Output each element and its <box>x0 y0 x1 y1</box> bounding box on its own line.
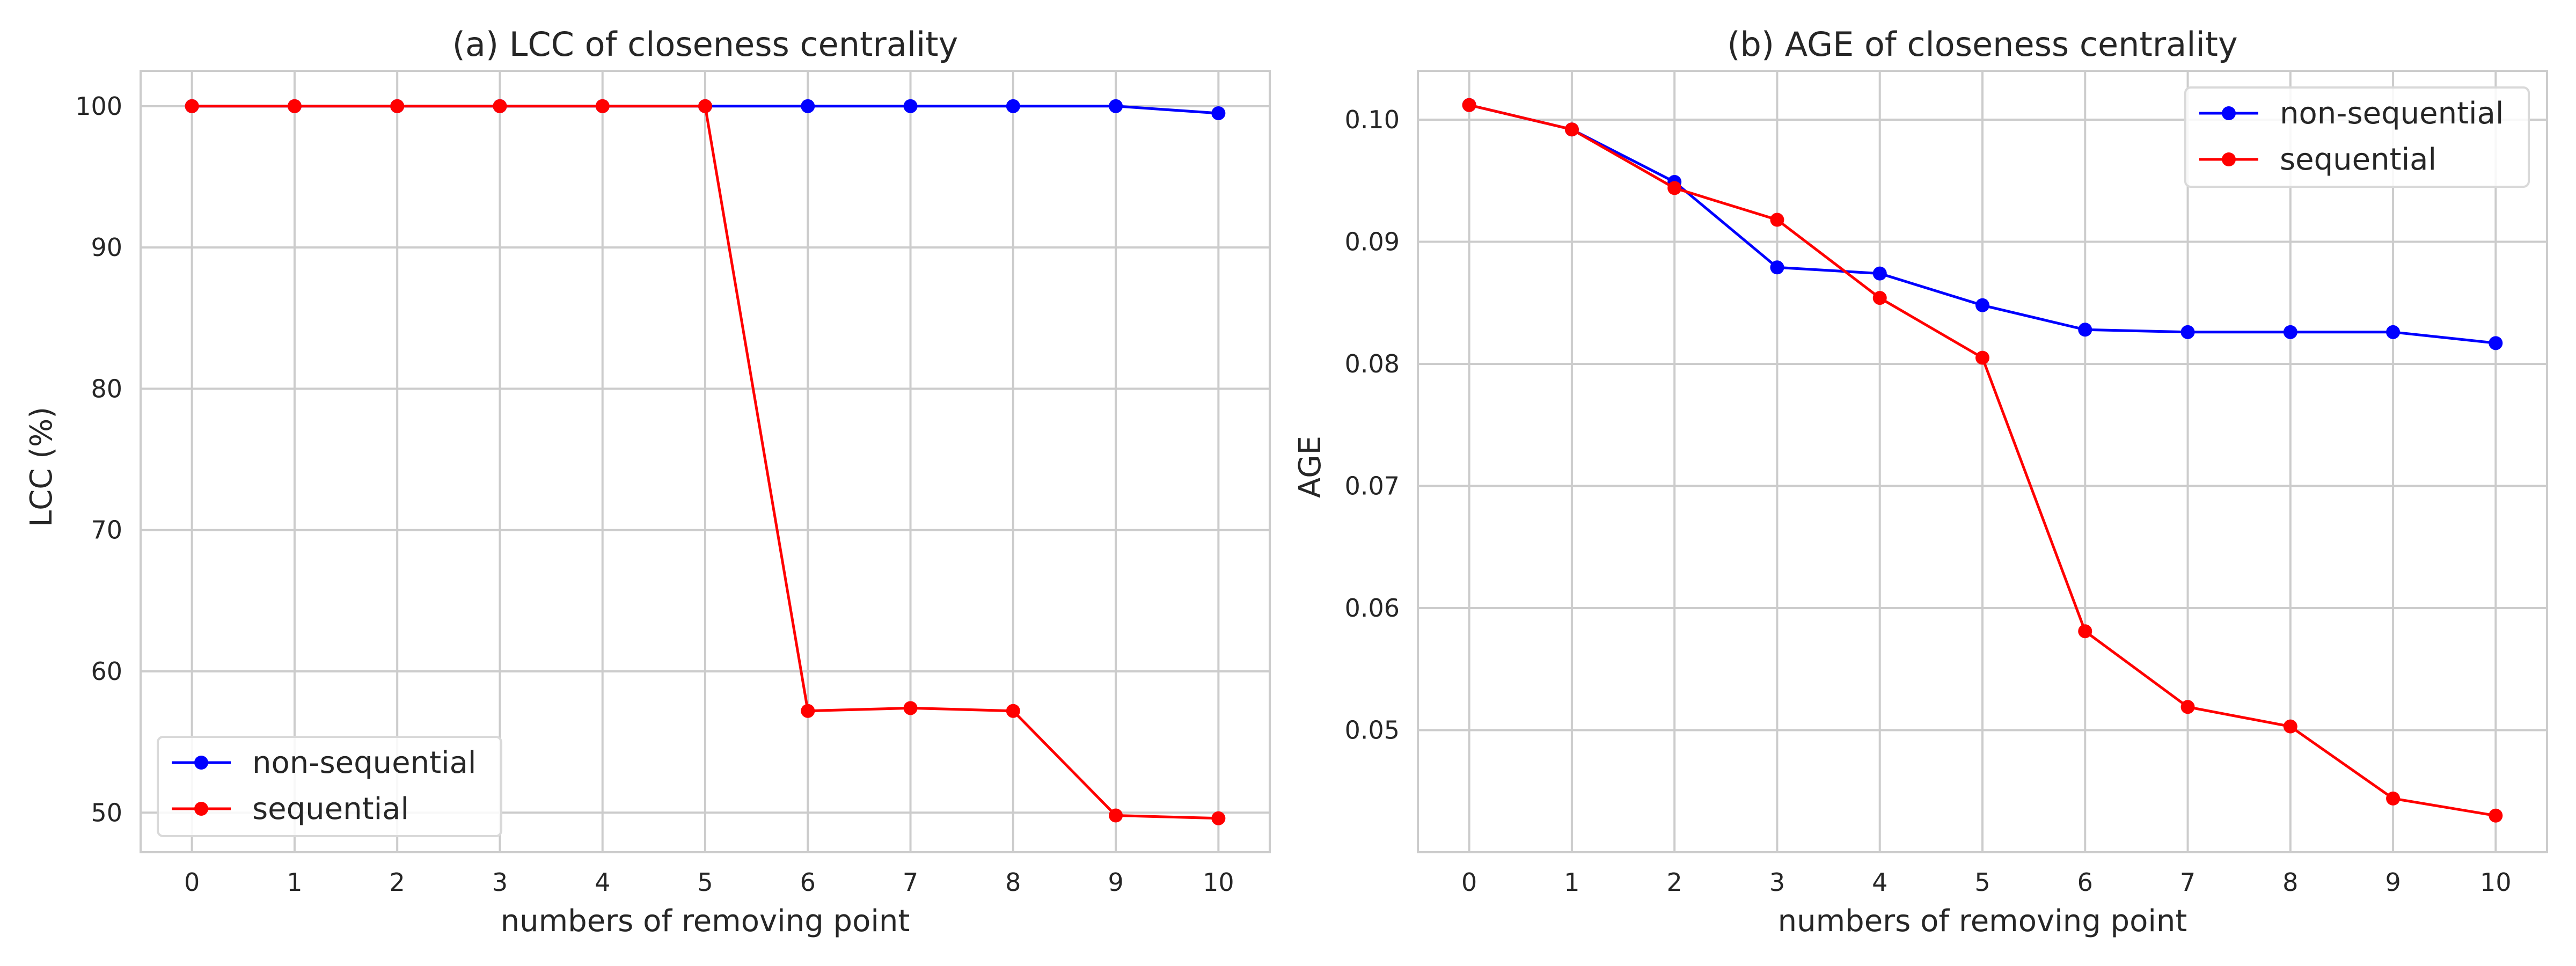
data-point <box>390 99 405 113</box>
x-tick-label: 5 <box>1974 868 1990 897</box>
data-point <box>2180 700 2195 714</box>
plot-frame-lcc <box>140 70 1271 853</box>
x-tick-label: 3 <box>492 868 508 897</box>
legend-label: non-sequential <box>252 745 476 780</box>
x-tick-label: 1 <box>287 868 302 897</box>
y-tick-label: 60 <box>91 657 122 686</box>
data-point <box>1975 350 1989 365</box>
data-point <box>1109 808 1123 823</box>
data-point <box>2180 325 2195 339</box>
x-tick-label: 5 <box>697 868 713 897</box>
x-tick-label: 4 <box>1872 868 1887 897</box>
y-tick-label: 80 <box>91 374 122 403</box>
x-tick-label: 10 <box>1203 868 1234 897</box>
legend-marker-swatch <box>2222 152 2236 166</box>
x-tick-label: 9 <box>2385 868 2401 897</box>
data-point <box>2489 808 2503 823</box>
y-axis-label-lcc: LCC (%) <box>24 407 59 527</box>
data-point <box>1770 213 1784 227</box>
legend-label: non-sequential <box>2280 96 2504 131</box>
x-tick-label: 8 <box>1005 868 1021 897</box>
x-tick-label: 7 <box>903 868 918 897</box>
x-tick-label: 10 <box>2480 868 2512 897</box>
legend-marker-swatch <box>194 756 208 770</box>
data-point <box>2489 336 2503 350</box>
data-point <box>1770 260 1784 275</box>
gridlines-age <box>1418 71 2547 852</box>
y-tick-label: 70 <box>91 516 122 545</box>
data-point <box>1564 122 1579 137</box>
legend-age: non-sequential sequential <box>2184 86 2530 188</box>
data-point <box>1462 98 1476 112</box>
series-sequential-age <box>1462 98 2503 823</box>
data-point <box>2386 791 2401 806</box>
data-point <box>2078 624 2092 639</box>
legend-label: sequential <box>2280 142 2436 177</box>
panel-age-chart: (b) AGE of closeness centrality numbers … <box>1293 25 2548 939</box>
x-tick-label: 8 <box>2282 868 2298 897</box>
y-tick-label: 90 <box>91 233 122 262</box>
data-point <box>1872 266 1887 281</box>
data-point <box>493 99 507 113</box>
legend-marker-swatch <box>194 802 208 816</box>
data-point <box>2283 719 2297 734</box>
series-sequential-lcc <box>185 99 1226 825</box>
data-point <box>801 99 815 113</box>
data-point <box>2283 325 2297 339</box>
x-tick-label: 1 <box>1564 868 1579 897</box>
y-axis-label-age: AGE <box>1293 436 1328 498</box>
data-point <box>801 704 815 718</box>
y-tick-label: 0.07 <box>1345 472 1400 501</box>
data-point <box>903 99 918 113</box>
data-point <box>595 99 610 113</box>
legend-lcc: non-sequential sequential <box>157 736 502 837</box>
y-tick-label: 100 <box>75 92 122 121</box>
data-point <box>1975 298 1989 312</box>
data-point <box>2386 325 2401 339</box>
data-point <box>1006 99 1020 113</box>
data-point <box>903 701 918 715</box>
y-tick-label: 0.08 <box>1345 349 1400 378</box>
y-tick-label: 50 <box>91 798 122 827</box>
data-point <box>1211 811 1226 825</box>
data-point <box>1211 106 1226 120</box>
chart-title-age: (b) AGE of closeness centrality <box>1727 25 2237 64</box>
plot-frame-age <box>1417 70 2548 853</box>
x-tick-label: 4 <box>595 868 610 897</box>
data-point <box>2078 323 2092 337</box>
data-point <box>698 99 712 113</box>
x-tick-label: 0 <box>184 868 200 897</box>
x-tick-label: 7 <box>2180 868 2196 897</box>
x-tick-label: 6 <box>800 868 816 897</box>
y-tick-label: 0.05 <box>1345 716 1400 745</box>
legend-box <box>157 736 502 837</box>
y-tick-label: 0.09 <box>1345 228 1400 257</box>
data-point <box>1006 704 1020 718</box>
y-tick-label: 0.06 <box>1345 594 1400 623</box>
data-point <box>185 99 199 113</box>
x-tick-label: 2 <box>390 868 405 897</box>
y-tick-label: 0.10 <box>1345 105 1400 134</box>
x-tick-label: 3 <box>1769 868 1785 897</box>
x-tick-label: 6 <box>2077 868 2093 897</box>
x-tick-label: 0 <box>1461 868 1477 897</box>
x-axis-label-lcc: numbers of removing point <box>501 904 910 939</box>
legend-marker-swatch <box>2222 106 2236 120</box>
data-point <box>1667 181 1682 195</box>
x-axis-label-age: numbers of removing point <box>1778 904 2187 939</box>
panel-lcc-chart: (a) LCC of closeness centrality numbers … <box>24 25 1271 939</box>
data-point <box>1872 291 1887 305</box>
legend-label: sequential <box>252 792 409 826</box>
legend-box <box>2184 86 2530 188</box>
data-point <box>287 99 302 113</box>
data-point <box>1109 99 1123 113</box>
x-tick-label: 2 <box>1667 868 1682 897</box>
x-tick-label: 9 <box>1108 868 1123 897</box>
chart-title-lcc: (a) LCC of closeness centrality <box>452 25 958 64</box>
